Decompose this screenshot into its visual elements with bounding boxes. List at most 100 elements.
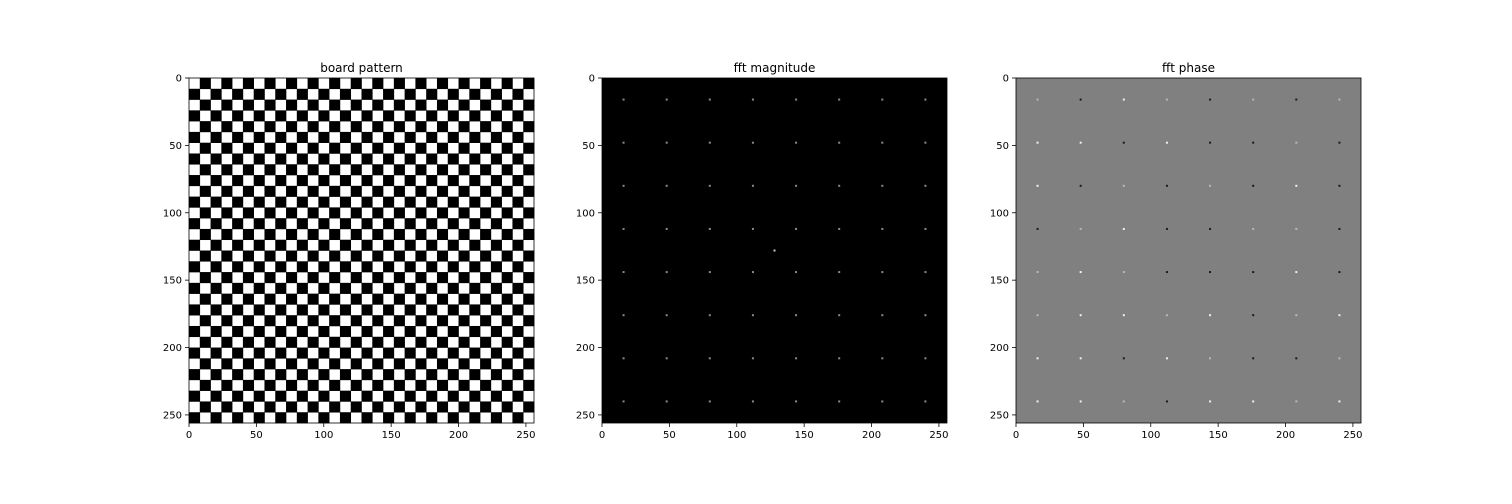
x-tick-label: 50	[1077, 430, 1090, 441]
board-square	[480, 99, 492, 111]
board-square	[339, 175, 352, 187]
spectrum-peak	[708, 357, 711, 360]
board-square	[490, 325, 502, 338]
board-square	[458, 272, 470, 284]
image-3	[1016, 78, 1361, 423]
board-square	[350, 185, 362, 197]
board-square	[232, 261, 244, 273]
board-square	[383, 239, 395, 251]
board-square	[307, 379, 319, 391]
board-square	[307, 185, 319, 197]
board-square	[490, 369, 502, 381]
board-square	[189, 390, 201, 402]
board-square	[372, 121, 384, 133]
board-square	[199, 358, 211, 370]
board-square	[393, 99, 405, 111]
board-square	[329, 401, 341, 413]
board-square	[501, 250, 513, 262]
board-square	[189, 369, 201, 381]
spectrum-peak	[795, 184, 798, 187]
board-square	[383, 282, 395, 294]
board-square	[447, 218, 459, 230]
board-square	[350, 336, 362, 348]
board-square	[210, 196, 222, 208]
board-square	[210, 325, 222, 338]
board-square	[512, 390, 524, 402]
board-square	[264, 185, 276, 197]
board-square	[523, 336, 535, 348]
board-square	[458, 315, 470, 327]
board-square	[339, 282, 352, 294]
spectrum-peak	[708, 271, 711, 274]
board-square	[264, 315, 276, 327]
board-square	[232, 88, 244, 100]
spectrum-peak	[1295, 271, 1298, 274]
board-square	[253, 390, 265, 402]
board-square	[523, 164, 535, 176]
board-square	[199, 228, 211, 241]
board-square	[480, 358, 492, 370]
board-square	[469, 175, 481, 187]
x-tick-label: 150	[795, 430, 814, 441]
board-square	[490, 239, 502, 251]
board-square	[318, 261, 330, 273]
board-square	[512, 304, 524, 316]
board-square	[458, 142, 470, 154]
board-square	[189, 196, 201, 208]
board-square	[199, 336, 211, 348]
board-square	[189, 412, 201, 424]
board-square	[232, 412, 244, 424]
y-tick-label: 50	[582, 141, 595, 152]
spectrum-peak	[1338, 98, 1341, 101]
board-square	[307, 121, 319, 133]
board-square	[253, 239, 265, 251]
board-square	[232, 110, 244, 122]
board-square	[458, 358, 470, 370]
board-square	[415, 99, 427, 111]
board-square	[469, 347, 481, 359]
board-square	[415, 142, 427, 154]
board-square	[436, 358, 449, 370]
board-square	[469, 131, 481, 143]
board-square	[189, 325, 201, 338]
board-square	[415, 121, 427, 133]
board-square	[361, 110, 373, 122]
board-square	[426, 369, 438, 381]
board-square	[350, 358, 362, 370]
board-square	[372, 250, 384, 262]
board-square	[296, 282, 308, 294]
board-square	[512, 261, 524, 273]
board-square	[372, 401, 384, 413]
board-square	[339, 196, 352, 208]
board-square	[361, 218, 373, 230]
board-square	[275, 261, 287, 273]
spectrum-peak	[1295, 314, 1298, 317]
board-square	[523, 78, 535, 90]
board-square	[296, 304, 308, 316]
board-square	[232, 175, 244, 187]
y-tick-label: 250	[163, 410, 182, 421]
board-square	[512, 347, 524, 359]
board-square	[361, 282, 373, 294]
panel-2: fft magnitude 0 50 100 150 200 250 0 50 100 150 200…	[576, 61, 949, 441]
board-square	[275, 196, 287, 208]
board-square	[329, 315, 341, 327]
board-square	[296, 325, 308, 338]
board-square	[286, 228, 298, 241]
board-square	[501, 142, 513, 154]
x-tick-label: 50	[663, 430, 676, 441]
board-square	[512, 325, 524, 338]
board-square	[339, 153, 352, 165]
board-square	[501, 315, 513, 327]
x-tick-label: 50	[250, 430, 263, 441]
axes-frame	[601, 77, 948, 424]
board-square	[372, 207, 384, 219]
spectrum-peak	[708, 141, 711, 144]
board-square	[242, 358, 254, 370]
y-tick-label: 200	[990, 343, 1009, 354]
x-tick-label: 250	[929, 430, 948, 441]
board-square	[458, 185, 470, 197]
board-square	[210, 218, 222, 230]
spectrum-peak	[1079, 184, 1082, 187]
board-square	[361, 347, 373, 359]
